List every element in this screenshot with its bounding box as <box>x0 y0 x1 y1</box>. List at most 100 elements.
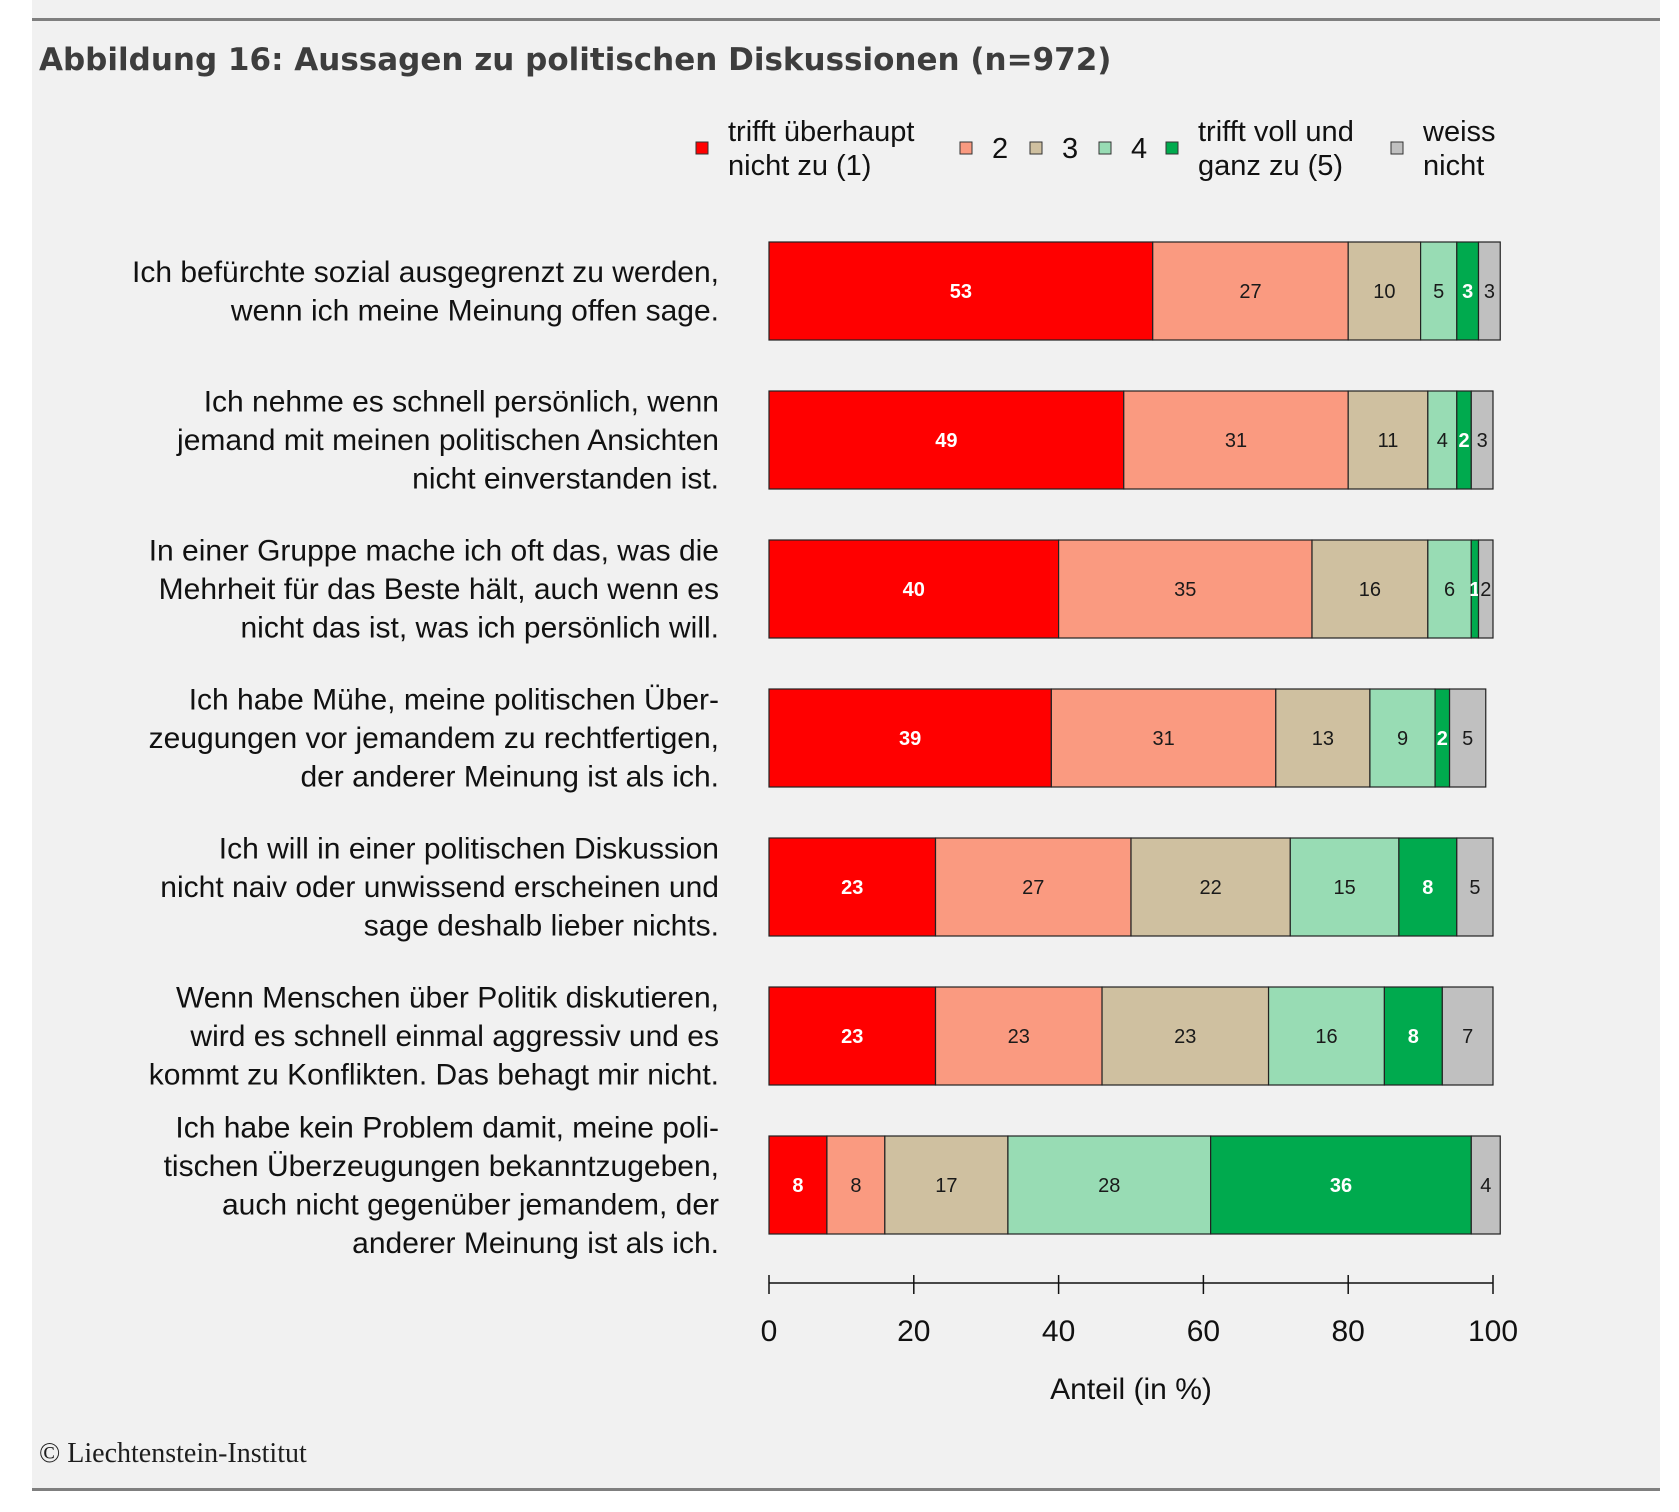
data-label: 2 <box>1458 430 1469 452</box>
figure-title: Abbildung 16: Aussagen zu politischen Di… <box>39 42 1112 78</box>
top-rule <box>32 18 1660 21</box>
data-label: 23 <box>1008 1026 1030 1048</box>
x-tick-label: 60 <box>1187 1315 1220 1348</box>
bar-segment <box>1152 241 1349 341</box>
data-label: 3 <box>1484 281 1495 303</box>
x-tick-label: 80 <box>1332 1315 1365 1348</box>
data-label: 31 <box>1225 430 1247 452</box>
legend-label: 3 <box>1062 133 1078 165</box>
category-label: Ich habe Mühe, meine politischen Über-ze… <box>149 684 719 794</box>
data-label: 8 <box>1422 877 1433 899</box>
data-label: 7 <box>1462 1026 1473 1048</box>
data-label: 10 <box>1373 281 1395 303</box>
bar-segment <box>768 986 937 1086</box>
data-label: 1 <box>1469 579 1480 601</box>
legend-label: 2 <box>992 133 1008 165</box>
data-label: 16 <box>1315 1026 1337 1048</box>
legend-swatch <box>1165 141 1179 155</box>
bar-segment <box>934 837 1132 937</box>
data-label: 23 <box>841 877 863 899</box>
legend-label: weiss nicht <box>1422 116 1496 182</box>
legend-swatch <box>1098 141 1112 155</box>
data-label: 16 <box>1359 579 1381 601</box>
data-label: 53 <box>950 281 972 303</box>
data-label: 2 <box>1437 728 1448 750</box>
data-label: 49 <box>935 430 957 452</box>
data-label: 13 <box>1312 728 1334 750</box>
x-tick-label: 40 <box>1042 1315 1075 1348</box>
data-label: 3 <box>1462 281 1473 303</box>
bar-segment <box>1311 539 1429 639</box>
legend-label: trifft überhaupt nicht zu (1) <box>728 116 914 182</box>
bar-segment <box>768 1135 828 1235</box>
bar-segment <box>1275 688 1371 788</box>
bar-segment <box>1477 241 1501 341</box>
legend-swatch <box>1029 141 1043 155</box>
bar-segment <box>1347 390 1429 490</box>
data-label: 23 <box>841 1026 863 1048</box>
data-label: 5 <box>1469 877 1480 899</box>
data-label: 8 <box>850 1175 861 1197</box>
bottom-rule <box>32 1488 1660 1491</box>
data-label: 35 <box>1174 579 1196 601</box>
bar-segment <box>1448 688 1487 788</box>
category-label: Ich will in einer politischen Diskussion… <box>160 833 719 943</box>
bar-segment <box>768 688 1052 788</box>
bar-segment <box>1289 837 1400 937</box>
bar-segment <box>1007 1135 1212 1235</box>
x-tick-label: 0 <box>761 1315 778 1348</box>
legend-swatch <box>695 141 709 155</box>
x-tick-label: 20 <box>897 1315 930 1348</box>
bar-segment <box>1427 539 1472 639</box>
data-label: 8 <box>792 1175 803 1197</box>
data-label: 31 <box>1152 728 1174 750</box>
bar-segment <box>1210 1135 1472 1235</box>
bar-segment <box>1470 1135 1501 1235</box>
bar-segment <box>1441 986 1494 1086</box>
legend-swatch <box>959 141 973 155</box>
x-axis-title: Anteil (in %) <box>1050 1373 1212 1406</box>
data-label: 3 <box>1477 430 1488 452</box>
data-label: 8 <box>1408 1026 1419 1048</box>
data-label: 6 <box>1444 579 1455 601</box>
bar-segment <box>826 1135 886 1235</box>
data-label: 28 <box>1098 1175 1120 1197</box>
bar-segment <box>1267 986 1386 1086</box>
data-label: 9 <box>1397 728 1408 750</box>
data-label: 11 <box>1378 430 1399 452</box>
data-label: 27 <box>1239 281 1261 303</box>
category-label: Ich nehme es schnell persönlich, wenn jem… <box>176 386 719 496</box>
bar-segment <box>1398 837 1458 937</box>
category-labels: Ich befürchte sozial ausgegrenzt zu werd… <box>132 256 719 1260</box>
bar-segment <box>768 390 1125 490</box>
bars: 53 27 10 5 3 349 31 11 4 2 340 35 16 6 1 239 31 13 9 2 523 27… <box>768 241 1501 1235</box>
data-label: 22 <box>1200 877 1222 899</box>
bar-segment <box>934 986 1103 1086</box>
legend-swatch <box>1390 141 1404 155</box>
data-label: 39 <box>899 728 921 750</box>
bar-segment <box>1456 837 1494 937</box>
legend-label: trifft voll und ganz zu (5) <box>1198 116 1354 182</box>
data-label: 2 <box>1480 579 1491 601</box>
data-label: 4 <box>1480 1175 1491 1197</box>
data-label: 27 <box>1022 877 1044 899</box>
copyright-note: © Liechtenstein-Institut <box>39 1438 307 1469</box>
bar-segment <box>1470 390 1494 490</box>
bar-segment <box>768 539 1060 639</box>
legend: trifft überhaupt nicht zu (1) 2 3 4 trifft vo… <box>695 116 1496 182</box>
data-label: 36 <box>1330 1175 1352 1197</box>
bar-segment <box>1347 241 1422 341</box>
category-label: Ich befürchte sozial ausgegrenzt zu werd… <box>132 256 719 328</box>
data-label: 5 <box>1462 728 1473 750</box>
bar-segment <box>1477 539 1494 639</box>
bar-segment <box>1057 539 1313 639</box>
data-label: 40 <box>903 579 925 601</box>
x-tick-label: 100 <box>1468 1315 1518 1348</box>
data-label: 17 <box>935 1175 957 1197</box>
data-label: 5 <box>1433 281 1444 303</box>
data-label: 23 <box>1174 1026 1196 1048</box>
data-label: 15 <box>1333 877 1355 899</box>
bar-segment <box>1130 837 1291 937</box>
category-label: Wenn Menschen über Politik diskutieren, w… <box>149 982 719 1092</box>
